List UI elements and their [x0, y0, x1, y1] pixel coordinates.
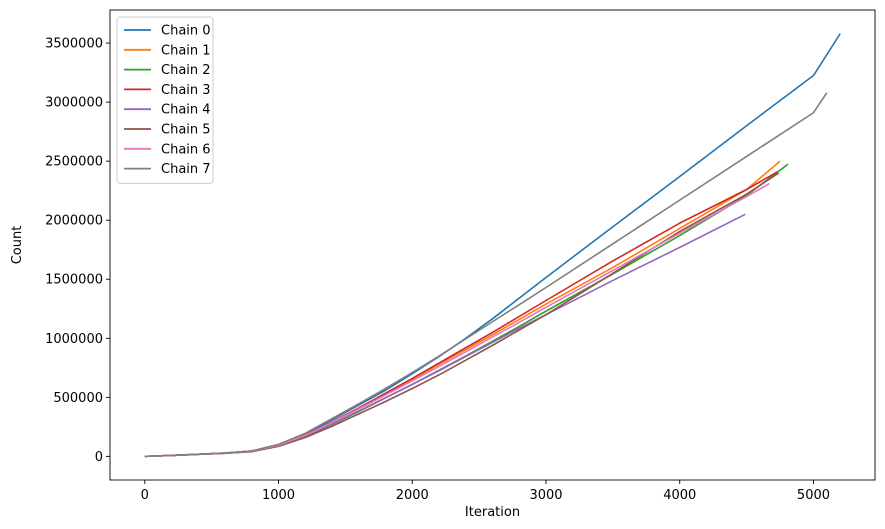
x-tick-label: 2000 [396, 488, 429, 503]
y-tick-label: 2000000 [45, 214, 103, 229]
y-axis-ticks: 0 500000 1000000 1500000 2000000 2500000 30000… [45, 37, 110, 465]
axes-frame [109, 9, 876, 481]
legend-box [116, 16, 214, 184]
y-tick-label: 0 [95, 450, 103, 465]
legend-label: Chain 1 [161, 43, 211, 58]
x-axis-label: Iteration [465, 505, 520, 520]
x-tick-label: 4000 [663, 488, 696, 503]
y-tick-label: 1000000 [45, 332, 103, 347]
y-tick-label: 2500000 [45, 155, 103, 170]
x-axis-ticks: 0 1000 2000 3000 4000 5000 [141, 480, 830, 503]
y-axis-label: Count [10, 226, 25, 265]
legend-label: Chain 4 [161, 103, 211, 118]
legend-label: Chain 7 [161, 162, 211, 177]
x-tick-label: 5000 [797, 488, 830, 503]
y-tick-label: 500000 [53, 391, 103, 406]
y-tick-label: 1500000 [45, 273, 103, 288]
x-tick-label: 1000 [262, 488, 295, 503]
series-group [144, 33, 841, 458]
legend-label: Chain 5 [161, 123, 211, 138]
x-tick-label: 3000 [529, 488, 562, 503]
legend-label: Chain 0 [161, 24, 211, 39]
y-tick-label: 3000000 [45, 96, 103, 111]
series-line-chain-7 [144, 92, 828, 458]
legend-label: Chain 3 [161, 83, 211, 98]
legend: Chain 0 Chain 1 Chain 2 Chain 3 Chain 4 Chain… [116, 16, 214, 184]
legend-label: Chain 6 [161, 142, 211, 157]
x-tick-label: 0 [141, 488, 149, 503]
legend-label: Chain 2 [161, 63, 211, 78]
y-tick-label: 3500000 [45, 37, 103, 52]
